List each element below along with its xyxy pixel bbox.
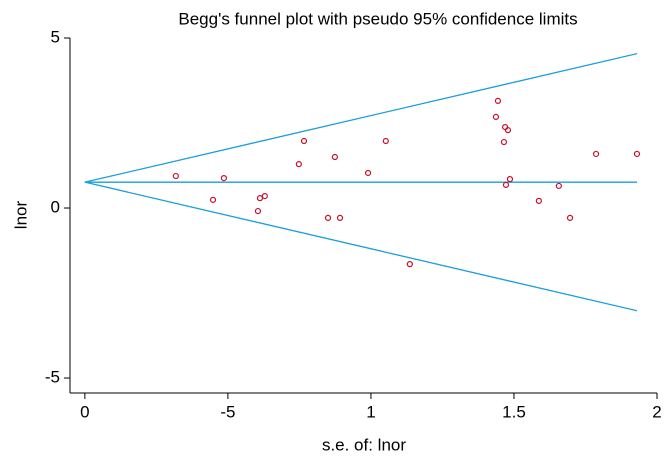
point — [256, 195, 264, 202]
point — [172, 172, 179, 180]
limit-line — [84, 181, 638, 312]
y-tick-label: 5 — [51, 27, 60, 46]
point — [364, 169, 372, 177]
limit-line — [84, 53, 638, 183]
y-axis-label: lnor — [11, 200, 30, 229]
point — [506, 176, 514, 183]
point — [331, 153, 338, 161]
point — [382, 137, 389, 145]
point — [633, 150, 641, 158]
point — [254, 207, 262, 215]
point — [324, 214, 332, 221]
x-tick-label: -5 — [220, 402, 235, 421]
point — [535, 197, 542, 204]
point — [555, 182, 562, 190]
point — [492, 113, 500, 120]
point — [209, 196, 217, 203]
x-axis-label: s.e. of: lnor — [322, 435, 406, 454]
x-tick-label: 1.5 — [502, 402, 526, 421]
point — [300, 137, 308, 145]
point — [494, 97, 502, 105]
point — [592, 150, 600, 158]
point — [336, 214, 344, 221]
y-tick-label: -5 — [45, 368, 60, 387]
point — [261, 193, 268, 200]
point — [566, 214, 574, 221]
x-tick-label: 2 — [652, 402, 661, 421]
point — [502, 181, 510, 188]
x-tick-label: 1 — [366, 402, 375, 421]
point — [406, 261, 413, 268]
chart-title: Begg's funnel plot with pseudo 95% confi… — [178, 9, 577, 28]
point — [504, 127, 512, 134]
point — [295, 161, 302, 168]
point — [500, 138, 508, 146]
y-tick-label: 0 — [51, 198, 60, 217]
point — [502, 123, 509, 131]
point — [220, 174, 228, 182]
x-tick-label: 0 — [80, 402, 89, 421]
